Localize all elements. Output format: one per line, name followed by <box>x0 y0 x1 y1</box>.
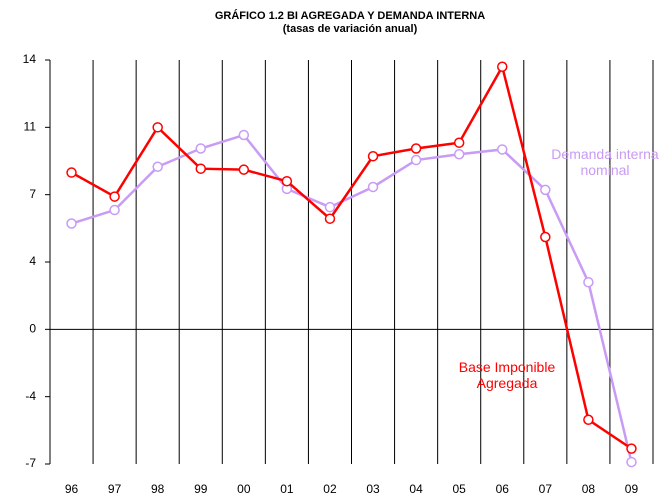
point <box>66 167 77 178</box>
series-label: Base Imponible Agregada <box>458 359 556 391</box>
point <box>238 129 250 141</box>
x-tick-label: 01 <box>280 482 294 496</box>
point <box>497 144 508 155</box>
point <box>453 149 465 160</box>
point <box>195 143 206 154</box>
point <box>152 122 163 133</box>
chart-subtitle: (tasas de variación anual) <box>283 23 418 35</box>
y-tick-label: 14 <box>23 52 37 66</box>
y-tick-label: -7 <box>25 456 36 470</box>
y-tick-label: 7 <box>29 187 36 201</box>
point <box>540 231 551 243</box>
series-line <box>71 133 633 463</box>
point <box>152 161 163 173</box>
x-tick-label: 02 <box>323 482 337 496</box>
x-tick-label: 06 <box>496 482 510 496</box>
x-tick-label: 98 <box>151 482 165 496</box>
point <box>540 184 551 196</box>
x-tick-label: 97 <box>108 482 122 496</box>
point <box>410 154 422 166</box>
point <box>367 181 379 193</box>
x-tick-label: 05 <box>452 482 466 496</box>
point <box>109 204 120 216</box>
x-tick-label: 00 <box>237 482 251 496</box>
y-tick-label: 4 <box>29 254 36 268</box>
point <box>626 456 637 468</box>
point <box>453 137 465 148</box>
point <box>583 276 594 288</box>
series-line <box>70 63 633 450</box>
point <box>66 218 77 229</box>
chart-title: GRÁFICO 1.2 BI AGREGADA Y DEMANDA INTERN… <box>215 9 485 22</box>
point <box>583 414 594 426</box>
point <box>367 150 379 162</box>
point <box>410 143 422 154</box>
x-tick-label: 07 <box>539 482 553 496</box>
x-tick-label: 03 <box>366 482 380 496</box>
x-tick-label: 99 <box>194 482 208 496</box>
x-tick-label: 08 <box>582 482 596 496</box>
point <box>195 163 206 174</box>
point <box>324 213 336 224</box>
point <box>324 201 336 213</box>
point <box>626 443 637 454</box>
y-tick-label: 11 <box>24 120 37 134</box>
x-tick-label: 04 <box>409 482 423 496</box>
point <box>281 175 293 187</box>
y-tick-label: -4 <box>25 389 36 403</box>
point <box>109 191 120 202</box>
y-tick-label: 0 <box>29 322 36 336</box>
x-tick-label: 09 <box>625 482 639 496</box>
point <box>497 61 508 72</box>
point <box>238 164 250 175</box>
series-label: Demanda interna nominal <box>551 146 659 178</box>
x-tick-label: 96 <box>65 482 79 496</box>
